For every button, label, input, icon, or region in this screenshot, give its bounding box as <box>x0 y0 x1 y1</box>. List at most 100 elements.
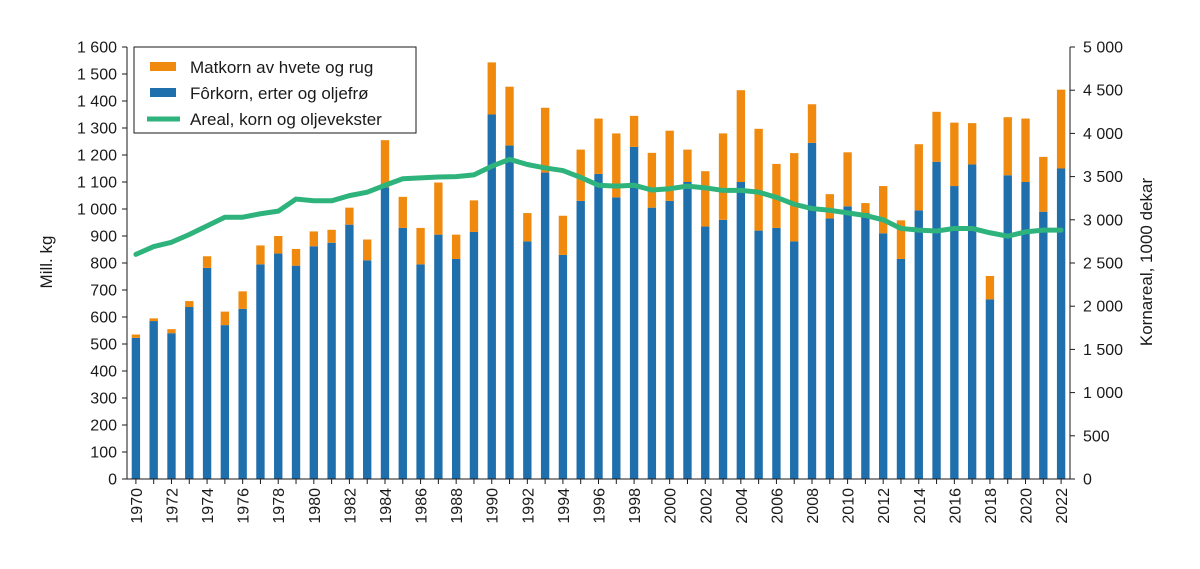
bar-forkorn-1975 <box>220 325 230 479</box>
legend-label-areal: Areal, korn og oljevekster <box>190 110 382 129</box>
bar-forkorn-1984 <box>380 187 390 479</box>
legend-swatch-forkorn <box>150 88 176 97</box>
bar-matkorn-1996 <box>594 118 603 174</box>
bar-forkorn-2008 <box>807 142 817 479</box>
line-layer <box>133 156 1064 257</box>
y-tick-label: 600 <box>90 310 117 327</box>
bar-matkorn-2018 <box>985 275 995 300</box>
bar-matkorn-2014 <box>914 144 923 211</box>
line-areal <box>133 156 1064 257</box>
bar-matkorn-1977 <box>256 245 265 265</box>
x-tick-label: 1972 <box>164 488 181 524</box>
x-tick-label: 2020 <box>1019 488 1036 524</box>
bar-forkorn-1989 <box>469 231 479 479</box>
bar-matkorn-1998 <box>629 115 639 147</box>
y2-tick-label: 1 000 <box>1083 385 1123 402</box>
y-tick-label: 800 <box>90 256 117 273</box>
bar-matkorn-1985 <box>398 196 407 228</box>
bar-forkorn-2022 <box>1056 168 1066 479</box>
y2-tick-label: 3 500 <box>1083 169 1123 186</box>
bar-forkorn-1985 <box>398 227 407 479</box>
bar-matkorn-2016 <box>950 122 959 187</box>
legend: Matkorn av hvete og rug Fôrkorn, erter o… <box>133 46 417 134</box>
x-tick-label: 2014 <box>912 488 929 524</box>
bar-forkorn-2011 <box>861 213 870 480</box>
x-tick-label: 2010 <box>841 488 858 524</box>
y-axis-title: Mill. kg <box>37 236 56 289</box>
x-tick-label: 2000 <box>663 488 680 524</box>
bar-forkorn-1973 <box>185 307 194 479</box>
axes-layer: 0 100 200 300 400 500 600 700 800 900 1 000 1 100 1 … <box>77 40 1123 524</box>
y2-tick-label: 2 000 <box>1083 299 1123 316</box>
bar-forkorn-1988 <box>451 258 461 479</box>
legend-label-forkorn: Fôrkorn, erter og oljefrø <box>190 84 369 103</box>
x-tick-label: 1990 <box>485 488 502 524</box>
x-tick-label: 1992 <box>520 488 537 524</box>
bar-matkorn-1970 <box>131 334 141 338</box>
bar-matkorn-2022 <box>1056 89 1066 169</box>
bar-forkorn-1980 <box>309 246 319 479</box>
bar-forkorn-2007 <box>790 241 799 479</box>
bar-forkorn-1992 <box>523 241 532 479</box>
bar-forkorn-1997 <box>612 197 621 479</box>
x-tick-label: 1980 <box>307 488 324 524</box>
x-tick-label: 1994 <box>556 488 573 524</box>
bar-matkorn-1987 <box>434 182 443 235</box>
legend-box <box>133 46 417 134</box>
x-tick-label: 2022 <box>1054 488 1071 524</box>
bar-forkorn-1995 <box>576 200 585 479</box>
bar-forkorn-1978 <box>274 253 283 479</box>
bar-matkorn-2010 <box>843 152 852 207</box>
legend-label-matkorn: Matkorn av hvete og rug <box>190 58 373 77</box>
bar-matkorn-1991 <box>505 86 514 146</box>
bar-matkorn-1994 <box>558 215 568 255</box>
x-tick-label: 1988 <box>449 488 466 524</box>
bar-matkorn-1983 <box>363 239 372 261</box>
bar-matkorn-2000 <box>665 130 674 201</box>
bar-forkorn-2009 <box>825 218 834 479</box>
x-tick-label: 1986 <box>414 488 431 524</box>
bar-matkorn-2020 <box>1021 118 1030 182</box>
y-tick-label: 500 <box>90 337 117 354</box>
y-tick-label: 200 <box>90 418 117 435</box>
bar-forkorn-2001 <box>683 182 692 479</box>
bar-forkorn-2017 <box>967 164 977 479</box>
x-tick-label: 1998 <box>627 488 644 524</box>
bar-forkorn-2012 <box>878 233 888 479</box>
bar-matkorn-1984 <box>380 140 390 188</box>
bar-forkorn-1972 <box>167 333 176 479</box>
y-tick-label: 1 200 <box>77 148 117 165</box>
bar-matkorn-1999 <box>647 152 657 208</box>
bar-matkorn-1976 <box>238 291 247 309</box>
y2-tick-label: 4 000 <box>1083 126 1123 143</box>
bar-forkorn-2015 <box>932 161 941 479</box>
bar-matkorn-1993 <box>540 107 550 173</box>
bar-matkorn-1982 <box>345 207 354 225</box>
y2-tick-label: 500 <box>1083 428 1110 445</box>
bar-forkorn-2002 <box>701 226 710 479</box>
y-tick-label: 0 <box>108 472 117 489</box>
bar-matkorn-1978 <box>274 236 283 254</box>
bar-forkorn-2003 <box>718 219 728 480</box>
bar-matkorn-1990 <box>487 62 496 115</box>
bar-matkorn-1986 <box>416 227 425 265</box>
bar-forkorn-1981 <box>327 242 336 479</box>
bar-matkorn-1997 <box>612 133 621 198</box>
bar-matkorn-1974 <box>202 256 212 268</box>
bar-forkorn-1976 <box>238 308 247 479</box>
x-tick-label: 2016 <box>947 488 964 524</box>
bar-matkorn-2001 <box>683 149 692 182</box>
bar-forkorn-2013 <box>896 258 906 479</box>
bar-forkorn-1993 <box>540 172 550 480</box>
x-tick-label: 1974 <box>200 488 217 524</box>
y-tick-label: 1 300 <box>77 121 117 138</box>
y-tick-label: 1 400 <box>77 94 117 111</box>
bar-matkorn-1972 <box>167 329 176 334</box>
bar-forkorn-2010 <box>843 206 852 480</box>
bar-matkorn-2012 <box>878 186 888 234</box>
x-tick-label: 1982 <box>342 488 359 524</box>
x-tick-label: 1984 <box>378 488 395 524</box>
bar-forkorn-2016 <box>950 186 959 480</box>
bar-matkorn-2013 <box>896 220 906 259</box>
